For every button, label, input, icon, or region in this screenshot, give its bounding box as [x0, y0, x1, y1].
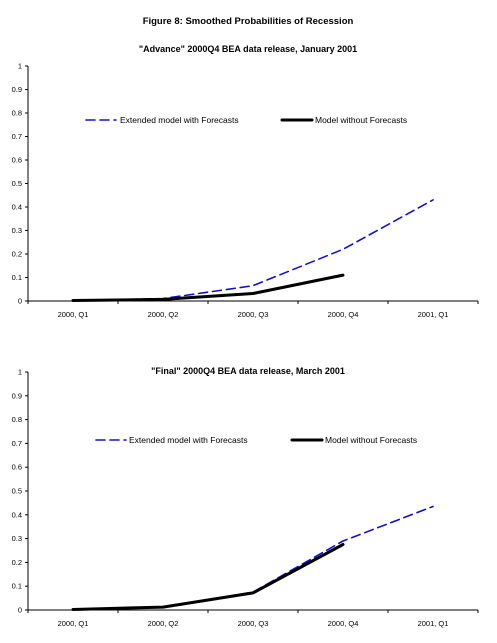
- y-tick-label: 0: [18, 297, 22, 306]
- legend-label: Extended model with Forecasts: [129, 435, 248, 445]
- x-tick-label: 2000, Q2: [148, 619, 179, 628]
- y-tick-label: 0.2: [12, 558, 22, 567]
- chart-advance: "Advance" 2000Q4 BEA data release, Janua…: [12, 44, 479, 319]
- x-tick-label: 2001, Q1: [418, 619, 449, 628]
- x-tick-label: 2000, Q1: [58, 619, 89, 628]
- y-tick-label: 0.9: [12, 391, 22, 400]
- y-tick-label: 0: [18, 606, 22, 615]
- y-tick-label: 1: [18, 368, 22, 377]
- x-tick-label: 2000, Q3: [238, 310, 269, 319]
- figure-title: Figure 8: Smoothed Probabilities of Rece…: [143, 16, 354, 27]
- series-line-model-without-forecasts: [71, 543, 345, 611]
- series-line-extended-model: [72, 199, 434, 302]
- chart-final: "Final" 2000Q4 BEA data release, March 2…: [12, 366, 479, 628]
- y-tick-label: 0.3: [12, 534, 22, 543]
- legend-label: Model without Forecasts: [325, 435, 417, 445]
- y-tick-label: 0.1: [12, 273, 22, 282]
- chart-title: "Advance" 2000Q4 BEA data release, Janua…: [139, 44, 357, 54]
- y-tick-label: 0.1: [12, 582, 22, 591]
- y-tick-label: 0.7: [12, 439, 22, 448]
- legend-label: Extended model with Forecasts: [120, 115, 239, 125]
- y-tick-label: 0.6: [12, 463, 22, 472]
- chart-title: "Final" 2000Q4 BEA data release, March 2…: [151, 366, 345, 376]
- y-tick-label: 0.8: [12, 109, 22, 118]
- y-tick-label: 0.2: [12, 250, 22, 259]
- x-tick-label: 2000, Q3: [238, 619, 269, 628]
- y-tick-label: 0.4: [12, 510, 22, 519]
- x-tick-label: 2001, Q1: [418, 310, 449, 319]
- y-tick-label: 0.5: [12, 487, 22, 496]
- y-tick-label: 0.5: [12, 179, 22, 188]
- y-tick-label: 0.7: [12, 132, 22, 141]
- y-tick-label: 0.6: [12, 156, 22, 165]
- y-tick-label: 0.4: [12, 203, 22, 212]
- y-tick-label: 0.9: [12, 85, 22, 94]
- x-tick-label: 2000, Q2: [148, 310, 179, 319]
- y-tick-label: 0.8: [12, 415, 22, 424]
- legend-label: Model without Forecasts: [315, 115, 407, 125]
- y-tick-label: 0.3: [12, 226, 22, 235]
- x-tick-label: 2000, Q4: [328, 310, 359, 319]
- y-tick-label: 1: [18, 62, 22, 71]
- x-tick-label: 2000, Q1: [58, 310, 89, 319]
- x-tick-label: 2000, Q4: [328, 619, 359, 628]
- series-line-model-without-forecasts: [71, 273, 345, 302]
